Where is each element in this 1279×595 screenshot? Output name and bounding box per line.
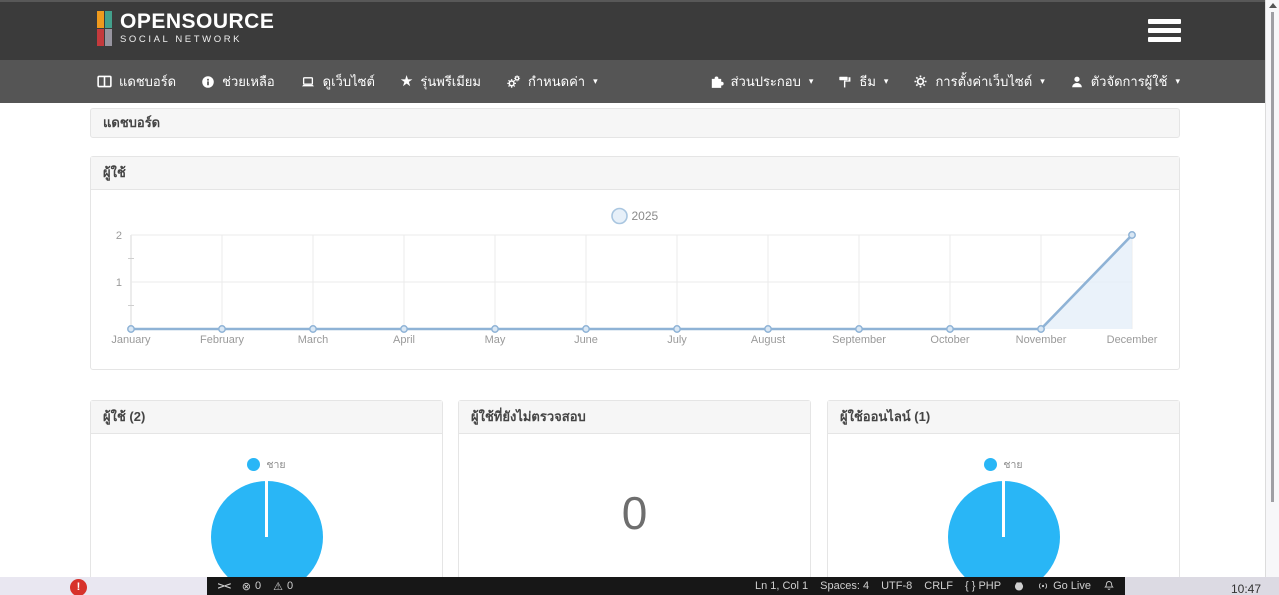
nav-item-site-settings[interactable]: การตั้งค่าเว็บไซต์ ▾ [913, 71, 1045, 92]
nav-item-premium[interactable]: ★ รุ่นพรีเมียม [399, 72, 481, 90]
svg-text:December: December [1107, 334, 1158, 346]
logo-subtitle: SOCIAL NETWORK [120, 34, 243, 45]
nav-item-user-manager[interactable]: ตัวจัดการผู้ใช้ ▾ [1070, 71, 1180, 92]
svg-text:October: October [930, 334, 969, 346]
remote-icon[interactable]: >< [217, 580, 232, 592]
github-icon[interactable] [1013, 580, 1025, 592]
nav-item-themes[interactable]: ธีม ▾ [838, 71, 888, 92]
bell-icon[interactable] [1103, 580, 1115, 592]
problems-warnings[interactable]: ⚠ 0 [273, 579, 294, 593]
pie-legend: ชาย [828, 456, 1179, 473]
app-header: OPENSOURCE SOCIAL NETWORK [0, 0, 1279, 60]
pie-legend: ชาย [91, 456, 442, 473]
unvalidated-users-panel: ผู้ใช้ที่ยังไม่ตรวจสอบ 0 [458, 400, 811, 595]
taskbar-left-strip: ! [0, 577, 207, 595]
editor-status-bar: >< ⊗ 0 ⚠ 0 Ln 1, Col 1 Spaces: 4 UTF-8 C… [207, 577, 1125, 595]
users-pie-chart [210, 481, 323, 593]
chevron-down-icon: ▾ [808, 76, 814, 87]
users-chart-panel: ผู้ใช้ 1 2 January February March April May Jun… [90, 156, 1180, 370]
indentation[interactable]: Spaces: 4 [820, 580, 870, 592]
users-line-chart: 1 2 January February March April May June July Au… [91, 190, 1179, 369]
nav-item-components[interactable]: ส่วนประกอบ ▾ [709, 71, 814, 92]
svg-text:2: 2 [116, 230, 122, 242]
taskbar-notification-icon[interactable]: ! [70, 579, 87, 595]
taskbar-clock[interactable]: 10:47 [1231, 582, 1262, 595]
svg-text:September: September [832, 334, 886, 346]
laptop-icon [300, 75, 316, 89]
legend-dot-icon [247, 458, 261, 471]
logo-blocks-icon [97, 11, 112, 46]
chevron-down-icon: ▾ [883, 76, 889, 87]
chevron-down-icon: ▾ [1175, 76, 1180, 87]
language-mode[interactable]: { } PHP [965, 580, 1002, 592]
warning-icon: ⚠ [273, 579, 283, 593]
svg-text:July: July [667, 334, 687, 346]
svg-text:February: February [200, 334, 245, 346]
nav-item-dashboard[interactable]: แดชบอร์ด [97, 71, 176, 92]
online-users-pie-chart [947, 481, 1060, 593]
eol-sequence[interactable]: CRLF [924, 580, 953, 592]
svg-text:April: April [393, 334, 415, 346]
legend-label: ชาย [1003, 459, 1023, 471]
breadcrumb: แดชบอร์ด [90, 108, 1180, 138]
svg-text:March: March [298, 334, 329, 346]
admin-navbar: แดชบอร์ด ช่วยเหลือ ดูเว็บไซต์ ★ รุ่นพรีเ… [0, 60, 1279, 103]
users-pie-panel-title: ผู้ใช้ (2) [91, 401, 442, 434]
nav-item-help[interactable]: ช่วยเหลือ [201, 71, 275, 92]
user-icon [1070, 75, 1084, 89]
scrollbar-thumb[interactable] [1271, 12, 1274, 502]
app-logo[interactable]: OPENSOURCE SOCIAL NETWORK [97, 11, 274, 46]
logo-title: OPENSOURCE [120, 10, 275, 33]
paint-roller-icon [838, 74, 852, 89]
chevron-down-icon: ▾ [593, 76, 598, 87]
svg-text:November: November [1016, 334, 1067, 346]
svg-text:August: August [751, 334, 785, 346]
unvalidated-users-count: 0 [621, 487, 648, 539]
online-users-pie-panel: ผู้ใช้ออนไลน์ (1) ชาย [827, 400, 1180, 595]
unvalidated-users-panel-title: ผู้ใช้ที่ยังไม่ตรวจสอบ [459, 401, 810, 434]
scroll-up-arrow-icon[interactable] [1269, 3, 1277, 8]
go-live-button[interactable]: Go Live [1037, 580, 1091, 592]
legend-dot-icon [984, 458, 998, 471]
cursor-position[interactable]: Ln 1, Col 1 [754, 580, 809, 592]
svg-text:June: June [574, 334, 598, 346]
svg-text:January: January [111, 334, 151, 346]
encoding[interactable]: UTF-8 [881, 580, 913, 592]
svg-text:1: 1 [116, 277, 122, 289]
star-icon: ★ [399, 72, 414, 90]
users-chart-panel-title: ผู้ใช้ [91, 157, 1179, 190]
gear-icon [913, 74, 928, 89]
taskbar-right-strip: 10:47 [1125, 577, 1279, 595]
chevron-down-icon: ▾ [1040, 76, 1045, 87]
info-circle-icon [201, 75, 215, 89]
columns-icon [97, 74, 112, 89]
nav-item-view-site[interactable]: ดูเว็บไซต์ [300, 71, 375, 92]
nav-item-configure[interactable]: กำหนดค่า ▾ [506, 71, 598, 92]
problems-errors[interactable]: ⊗ 0 [241, 579, 262, 593]
hamburger-menu-icon[interactable] [1148, 19, 1181, 46]
legend-label: ชาย [266, 459, 286, 471]
svg-text:2025: 2025 [632, 209, 659, 223]
online-users-panel-title: ผู้ใช้ออนไลน์ (1) [828, 401, 1179, 434]
broadcast-icon [1039, 583, 1048, 589]
svg-text:May: May [485, 334, 506, 346]
cogs-icon [506, 74, 521, 89]
users-pie-panel: ผู้ใช้ (2) ชาย [90, 400, 443, 595]
error-icon: ⊗ [241, 579, 251, 593]
vertical-scrollbar[interactable] [1265, 0, 1279, 577]
puzzle-icon [709, 74, 724, 89]
